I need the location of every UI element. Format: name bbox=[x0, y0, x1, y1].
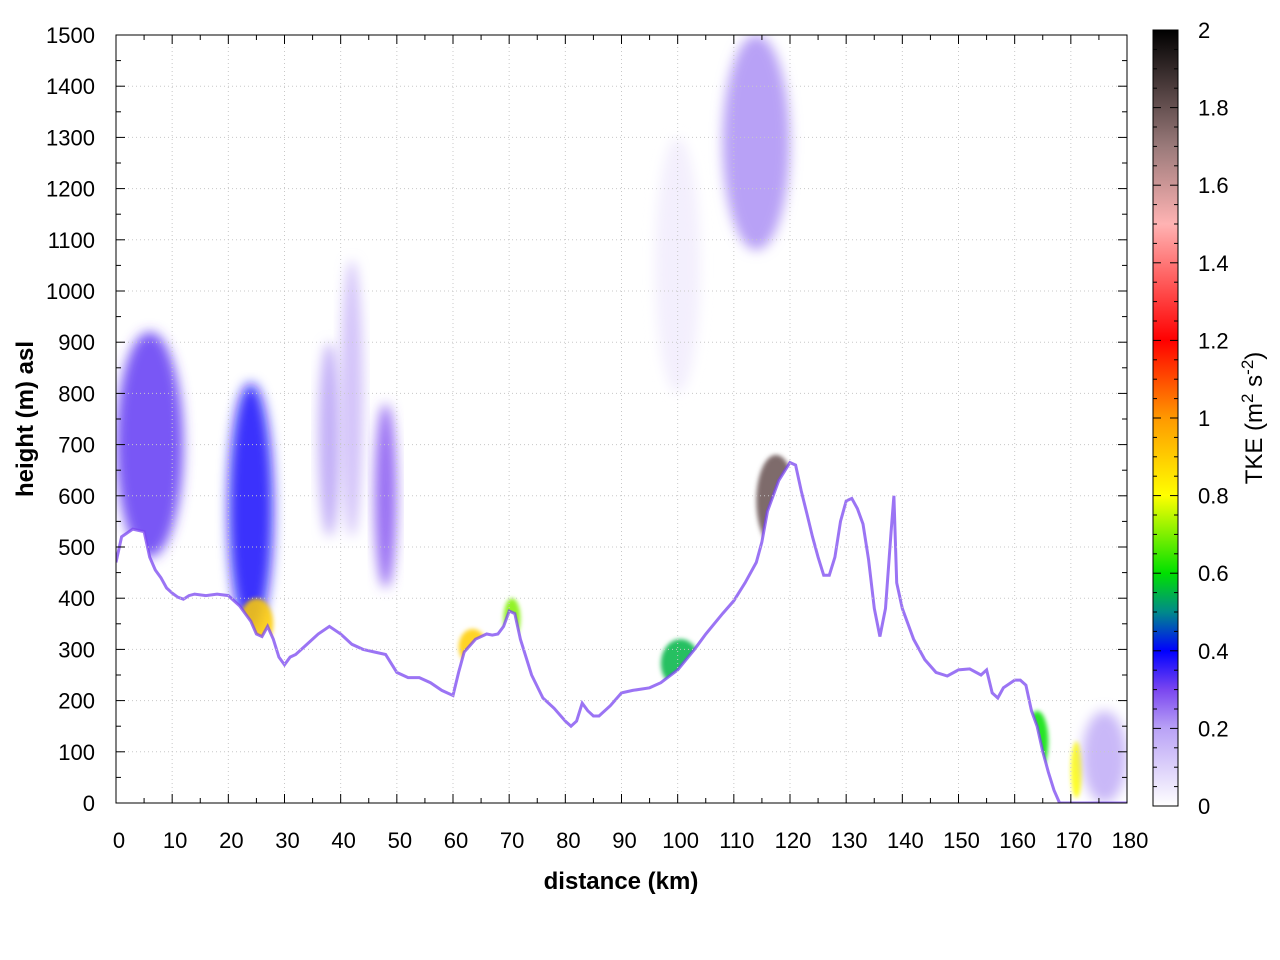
terrain-line bbox=[116, 460, 1127, 803]
y-tick-label: 800 bbox=[58, 381, 95, 406]
x-tick-label: 110 bbox=[719, 828, 754, 853]
y-tick-label: 1500 bbox=[46, 23, 95, 48]
turbulence-mark bbox=[655, 137, 701, 394]
x-tick-label: 160 bbox=[999, 828, 1036, 853]
colorbar-tick-label: 1.4 bbox=[1198, 251, 1229, 276]
grid bbox=[116, 35, 1127, 803]
colorbar-tick-label: 1.6 bbox=[1198, 173, 1229, 198]
y-tick-label: 900 bbox=[58, 330, 95, 355]
y-tick-label: 0 bbox=[83, 791, 95, 816]
colorbar-ticks: 0 0.2 0.4 0.6 0.8 1 1.2 1.4 1.6 1.8 2 bbox=[1153, 18, 1229, 819]
ground-mask bbox=[116, 462, 1127, 803]
turbulence-mark bbox=[722, 35, 790, 251]
y-axis-title: height (m) asl bbox=[12, 341, 39, 497]
x-tick-label: 40 bbox=[331, 828, 355, 853]
y-axis-ticks: 0 100 200 300 400 500 600 700 800 900 1000 1100 1200… bbox=[46, 23, 1127, 816]
x-tick-label: 90 bbox=[612, 828, 636, 853]
x-tick-label: 150 bbox=[943, 828, 980, 853]
turbulence-mark bbox=[318, 342, 341, 537]
colorbar-tick-label: 0 bbox=[1198, 794, 1210, 819]
x-tick-label: 80 bbox=[556, 828, 580, 853]
colorbar-tick-label: 0.6 bbox=[1198, 561, 1229, 586]
y-tick-label: 1400 bbox=[46, 74, 95, 99]
y-tick-label: 1100 bbox=[48, 228, 95, 253]
y-tick-label: 1200 bbox=[46, 177, 95, 202]
x-tick-label: 70 bbox=[500, 828, 524, 853]
colorbar-tick-label: 0.2 bbox=[1198, 716, 1229, 741]
colorbar-tick-label: 0.8 bbox=[1198, 484, 1229, 509]
y-tick-label: 700 bbox=[58, 433, 95, 458]
x-axis-ticks: 0 10 20 30 40 50 60 70 80 90 100 110 120 130 140 150 160… bbox=[113, 35, 1148, 853]
y-tick-label: 600 bbox=[58, 484, 95, 509]
turbulence-mark bbox=[340, 260, 364, 537]
turbulence-mark bbox=[374, 403, 397, 588]
turbulence-mark bbox=[116, 331, 184, 558]
x-tick-label: 140 bbox=[887, 828, 924, 853]
y-tick-label: 500 bbox=[58, 535, 95, 560]
x-tick-label: 130 bbox=[831, 828, 868, 853]
colorbar-title: TKE (m2 s-2) bbox=[1238, 352, 1269, 485]
x-tick-label: 50 bbox=[388, 828, 412, 853]
turbulence-mark bbox=[228, 383, 274, 635]
colorbar-tick-label: 0.4 bbox=[1198, 639, 1229, 664]
x-tick-label: 10 bbox=[163, 828, 187, 853]
x-tick-label: 30 bbox=[275, 828, 299, 853]
y-tick-label: 100 bbox=[58, 740, 95, 765]
colorbar-tick-label: 1.2 bbox=[1198, 328, 1229, 353]
x-tick-label: 120 bbox=[775, 828, 812, 853]
y-tick-label: 200 bbox=[58, 689, 95, 714]
y-tick-label: 400 bbox=[58, 586, 95, 611]
x-tick-label: 100 bbox=[662, 828, 699, 853]
colorbar-tick-label: 1 bbox=[1198, 406, 1210, 431]
turbulence-mark bbox=[1082, 710, 1127, 803]
y-tick-label: 1000 bbox=[46, 279, 95, 304]
colorbar-tick-label: 2 bbox=[1198, 18, 1210, 43]
y-tick-label: 300 bbox=[58, 637, 95, 662]
x-axis-title: distance (km) bbox=[544, 868, 699, 895]
x-tick-label: 180 bbox=[1112, 828, 1149, 853]
x-tick-label: 20 bbox=[219, 828, 243, 853]
terrain-boundary bbox=[116, 460, 1127, 803]
x-tick-label: 0 bbox=[113, 828, 125, 853]
turbulence-mark bbox=[1070, 741, 1083, 798]
x-tick-label: 60 bbox=[444, 828, 468, 853]
y-tick-label: 1300 bbox=[46, 125, 95, 150]
x-tick-label: 170 bbox=[1055, 828, 1092, 853]
colorbar-tick-label: 1.8 bbox=[1198, 96, 1229, 121]
